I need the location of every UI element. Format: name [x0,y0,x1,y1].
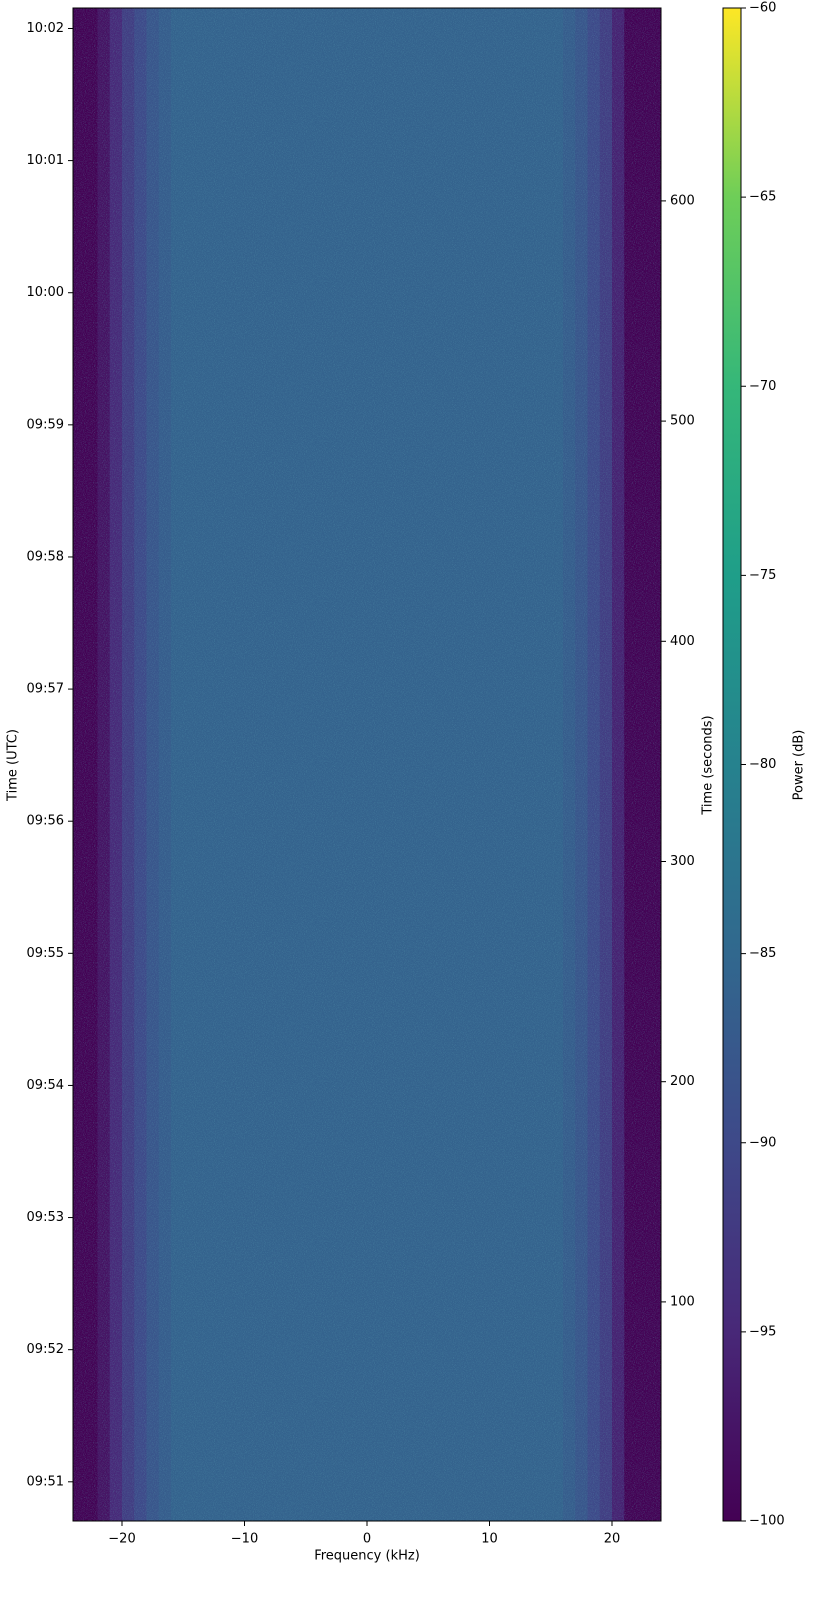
x-tick-label: 0 [363,1532,371,1547]
colorbar-tick-label: −75 [749,568,776,583]
colorbar-tick-label: −70 [749,379,776,394]
y-tick-label: 10:02 [27,21,64,36]
colorbar-tick-label: −80 [749,757,776,772]
y2-tick-label: 500 [670,414,695,429]
y-tick-label: 09:54 [27,1078,64,1093]
x-tick-label: −10 [231,1532,258,1547]
y-tick-label: 10:01 [27,153,64,168]
y2-tick-label: 200 [670,1074,695,1089]
y2-tick-label: 600 [670,193,695,208]
colorbar-tick-label: −90 [749,1135,776,1150]
y-axis-label: Time (UTC) [6,729,21,802]
y-tick-label: 09:55 [27,946,64,961]
y-tick-label: 09:58 [27,549,64,564]
colorbar-tick-label: −85 [749,946,776,961]
y-tick-label: 09:57 [27,682,64,697]
y-tick-label: 09:59 [27,417,64,432]
colorbar-tick-label: −100 [749,1514,785,1529]
y-tick-label: 09:53 [27,1210,64,1225]
y2-tick-label: 100 [670,1294,695,1309]
x-tick-label: −20 [108,1532,135,1547]
y-tick-label: 10:00 [27,285,64,300]
y2-axis-label: Time (seconds) [701,715,716,815]
x-tick-label: 20 [604,1532,621,1547]
colorbar-tick-label: −60 [749,1,776,16]
x-axis-label: Frequency (kHz) [314,1549,420,1564]
colorbar-tick-label: −95 [749,1324,776,1339]
colorbar [722,7,742,1522]
y-tick-label: 09:56 [27,814,64,829]
y-tick-label: 09:52 [27,1342,64,1357]
colorbar-tick-label: −65 [749,190,776,205]
x-tick-label: 10 [481,1532,498,1547]
noise-texture [73,8,661,1521]
y2-tick-label: 300 [670,854,695,869]
y-tick-label: 09:51 [27,1474,64,1489]
y2-tick-label: 400 [670,634,695,649]
colorbar-label: Power (dB) [792,730,807,801]
